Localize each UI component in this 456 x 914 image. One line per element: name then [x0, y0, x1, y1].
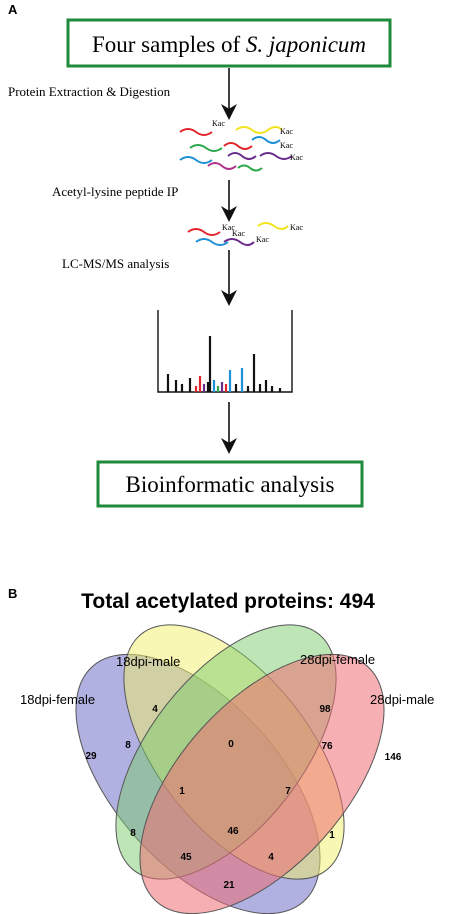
venn-count-18m-28m: 1: [329, 830, 335, 841]
bioinformatic-box-text: Bioinformatic analysis: [126, 472, 335, 497]
venn-count-18m-28f-28m: 7: [285, 786, 291, 797]
venn-count-18f-18m: 8: [125, 740, 131, 751]
step-protein-extraction-label: Protein Extraction & Digestion: [8, 84, 171, 99]
venn-count-18f-18m-28m: 4: [268, 852, 274, 863]
panel-a-label: A: [8, 2, 18, 17]
venn-count-only-28dpi-female: 98: [319, 704, 331, 715]
kac-label: Kac: [280, 127, 293, 136]
kac-label: Kac: [280, 141, 293, 150]
kac-label: Kac: [222, 223, 235, 232]
kac-label: Kac: [290, 153, 303, 162]
venn-diagram: [75, 624, 385, 914]
venn-set-28dpi-male: [139, 653, 385, 914]
venn-count-18f-28f: 8: [130, 828, 136, 839]
venn-count-all-four: 46: [227, 826, 239, 837]
venn-title: Total acetylated proteins: 494: [81, 590, 375, 613]
set-label-18dpi-female: 18dpi-female: [20, 692, 95, 707]
panel-b-label: B: [8, 586, 17, 601]
top-sample-box: [66, 18, 392, 68]
venn-count-28f-28m: 76: [321, 741, 333, 752]
venn-count-18m-28f: 0: [228, 739, 234, 750]
kac-label: Kac: [256, 235, 269, 244]
venn-count-only-18dpi-female: 29: [85, 751, 97, 762]
set-label-18dpi-male: 18dpi-male: [116, 654, 180, 669]
set-label-28dpi-male: 28dpi-male: [370, 692, 434, 707]
kac-label: Kac: [290, 223, 303, 232]
kac-label: Kac: [232, 229, 245, 238]
ms-spectrum: [157, 310, 293, 393]
peptide-cluster-enriched: [187, 222, 289, 246]
venn-count-18f-18m-28f: 1: [179, 786, 185, 797]
venn-count-only-18dpi-male: 4: [152, 704, 158, 715]
step-acetyl-ip-label: Acetyl-lysine peptide IP: [52, 184, 178, 199]
bioinformatic-box: [96, 460, 364, 508]
kac-label: Kac: [212, 119, 225, 128]
venn-count-only-28dpi-male: 146: [385, 752, 402, 763]
top-sample-box-text: Four samples of S. japonicum: [92, 32, 366, 57]
peptide-cluster-digested: [179, 126, 293, 172]
venn-count-18f-28m: 21: [223, 880, 235, 891]
set-label-28dpi-female: 28dpi-female: [300, 652, 375, 667]
venn-count-18f-28f-28m: 45: [180, 852, 192, 863]
step-lcms-label: LC-MS/MS analysis: [62, 256, 169, 271]
